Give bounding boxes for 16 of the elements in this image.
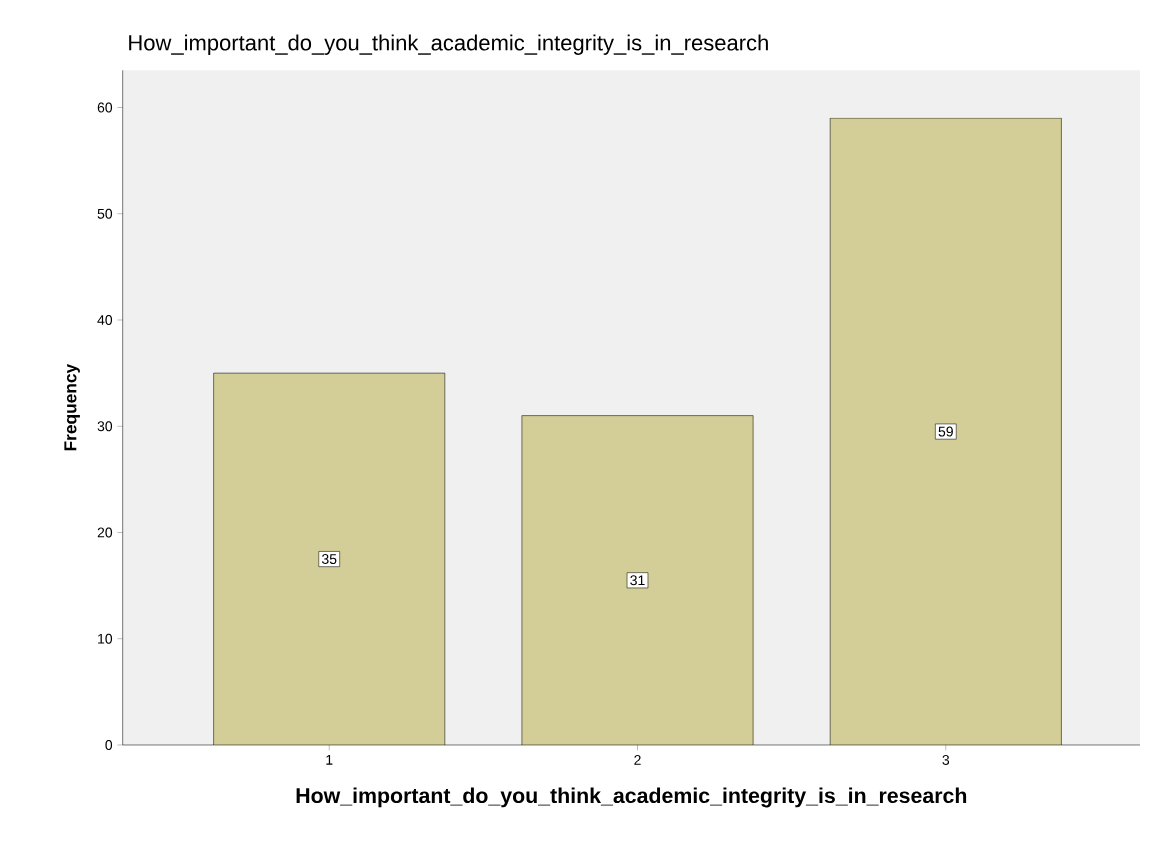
x-tick-label: 1: [326, 755, 333, 765]
y-tick-label: 0: [105, 740, 113, 750]
y-axis-title: Frequency: [64, 363, 80, 451]
x-axis-title: How_important_do_you_think_academic_integrity_is_in_research: [296, 787, 967, 808]
y-tick-label: 10: [98, 633, 113, 644]
x-tick-label: 3: [942, 755, 950, 765]
y-tick-label: 40: [97, 315, 113, 325]
y-tick-label: 30: [97, 421, 113, 432]
y-tick-label: 60: [97, 102, 113, 113]
data-label: 35: [321, 554, 337, 565]
chart-title: How_important_do_you_think_academic_integrity_is_in_research: [129, 34, 768, 55]
y-tick-label: 20: [97, 527, 113, 538]
y-tick-label: 50: [97, 208, 113, 219]
data-label: 59: [938, 426, 953, 437]
data-label: 31: [630, 575, 645, 586]
x-tick-label: 2: [634, 755, 641, 765]
